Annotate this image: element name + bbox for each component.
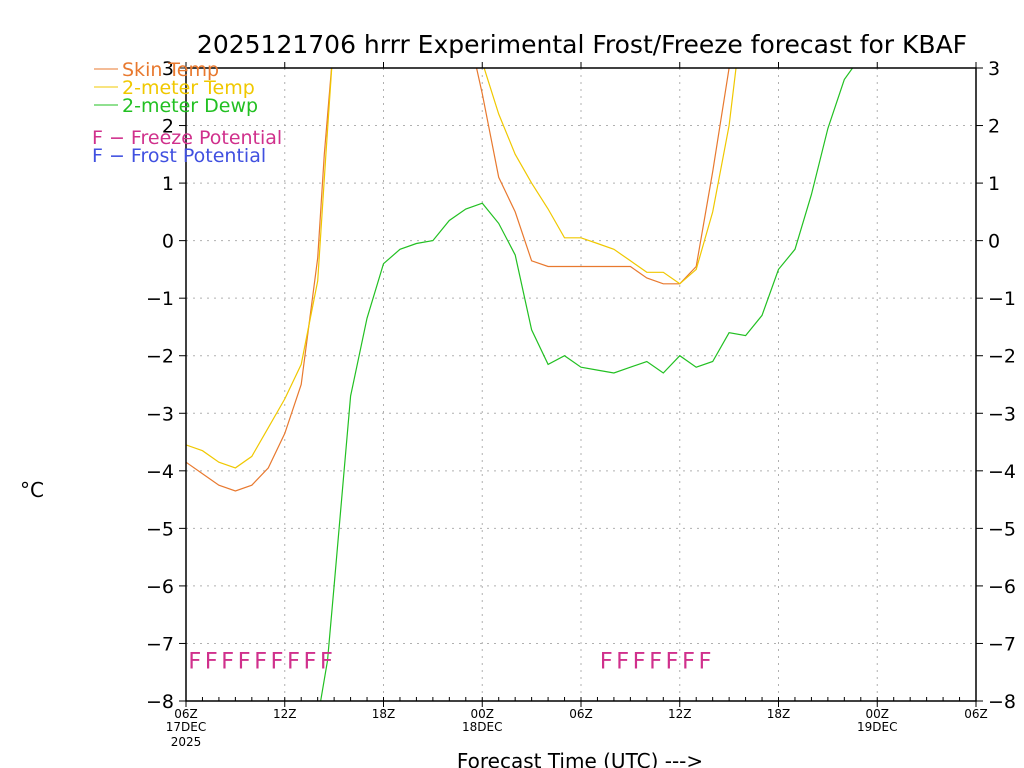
freeze-flag: F xyxy=(665,650,678,675)
freeze-flag: F xyxy=(303,650,316,675)
x-tick-label: 06Z xyxy=(174,707,198,721)
freeze-flag: F xyxy=(599,650,612,675)
y-axis-left: −8 −7 −6 −5 −4 −3 −2 −1 0 1 2 3 xyxy=(146,58,186,713)
y-tick-label-left: −8 xyxy=(146,691,174,713)
y-tick-label-right: −1 xyxy=(988,288,1016,310)
freeze-flag: F xyxy=(188,650,201,675)
x-tick-date: 17DEC xyxy=(166,720,206,734)
chart-title: 2025121706 hrrr Experimental Frost/Freez… xyxy=(197,30,967,59)
y-tick-label-right: −8 xyxy=(988,691,1016,713)
freeze-flag: F xyxy=(632,650,645,675)
series-line-2-meter-temp xyxy=(186,68,737,469)
x-tick-label: 18Z xyxy=(372,707,396,721)
y-tick-label-right: 3 xyxy=(988,58,1000,80)
y-tick-label-left: −3 xyxy=(146,403,174,425)
y-tick-label-right: −6 xyxy=(988,576,1016,598)
y-tick-label-right: −5 xyxy=(988,518,1016,540)
legend: Skin Temp 2-meter Temp 2-meter Dewp F − … xyxy=(92,59,282,167)
y-tick-label-right: −7 xyxy=(988,633,1016,655)
y-tick-label-right: −4 xyxy=(988,461,1016,483)
legend-label-skin-temp: Skin Temp xyxy=(122,59,219,81)
y-tick-label-left: −7 xyxy=(146,633,174,655)
y-tick-label-right: 2 xyxy=(988,116,1000,138)
x-tick-label: 06Z xyxy=(569,707,593,721)
freeze-flag: F xyxy=(698,650,711,675)
freeze-flag: F xyxy=(320,650,333,675)
y-tick-label-left: −4 xyxy=(146,461,174,483)
freeze-flag: F xyxy=(649,650,662,675)
series-line-skin-temp xyxy=(186,68,730,492)
y-tick-label-right: 1 xyxy=(988,173,1000,195)
x-tick-label: 00Z xyxy=(866,707,890,721)
frost-label: − Frost Potential xyxy=(103,145,266,167)
legend-label-2m-temp: 2-meter Temp xyxy=(122,77,255,99)
y-tick-label-right: −2 xyxy=(988,346,1016,368)
y-tick-label-left: −5 xyxy=(146,518,174,540)
freeze-flag: F xyxy=(237,650,250,675)
freeze-symbol: F xyxy=(92,127,103,149)
series-layer xyxy=(186,68,854,701)
freeze-flag: F xyxy=(221,650,234,675)
y-tick-label-left: −1 xyxy=(146,288,174,310)
frost-symbol: F xyxy=(92,145,103,167)
y-axis-label: °C xyxy=(20,478,44,502)
y-axis-right: −8 −7 −6 −5 −4 −3 −2 −1 0 1 2 3 xyxy=(976,58,1016,713)
x-axis-label: Forecast Time (UTC) ---> xyxy=(457,749,703,768)
x-tick-label: 12Z xyxy=(668,707,692,721)
x-tick-year: 2025 xyxy=(171,735,202,749)
freeze-flag: F xyxy=(616,650,629,675)
y-tick-label-right: 0 xyxy=(988,231,1000,253)
x-tick-date: 18DEC xyxy=(462,720,502,734)
y-tick-label-left: 1 xyxy=(162,173,174,195)
y-tick-label-left: −6 xyxy=(146,576,174,598)
legend-freeze-potential: F − Freeze Potential xyxy=(92,127,282,149)
freeze-flag: F xyxy=(254,650,267,675)
freeze-flag: F xyxy=(204,650,217,675)
y-tick-label-left: −2 xyxy=(146,346,174,368)
x-tick-date: 19DEC xyxy=(857,720,897,734)
freeze-flag: F xyxy=(287,650,300,675)
y-tick-label-left: 2 xyxy=(162,116,174,138)
y-tick-label-left: 3 xyxy=(162,58,174,80)
series-line-2-meter-dewp xyxy=(320,68,854,701)
freeze-label: − Freeze Potential xyxy=(103,127,282,149)
freeze-flag: F xyxy=(682,650,695,675)
legend-frost-potential: F − Frost Potential xyxy=(92,145,266,167)
freeze-flag: F xyxy=(270,650,283,675)
x-tick-label: 12Z xyxy=(273,707,297,721)
grid-layer xyxy=(186,68,976,701)
x-tick-label: 06Z xyxy=(964,707,988,721)
x-tick-label: 00Z xyxy=(471,707,495,721)
y-tick-label-left: 0 xyxy=(162,231,174,253)
legend-label-2m-dewp: 2-meter Dewp xyxy=(122,95,258,117)
y-tick-label-right: −3 xyxy=(988,403,1016,425)
x-tick-label: 18Z xyxy=(767,707,791,721)
